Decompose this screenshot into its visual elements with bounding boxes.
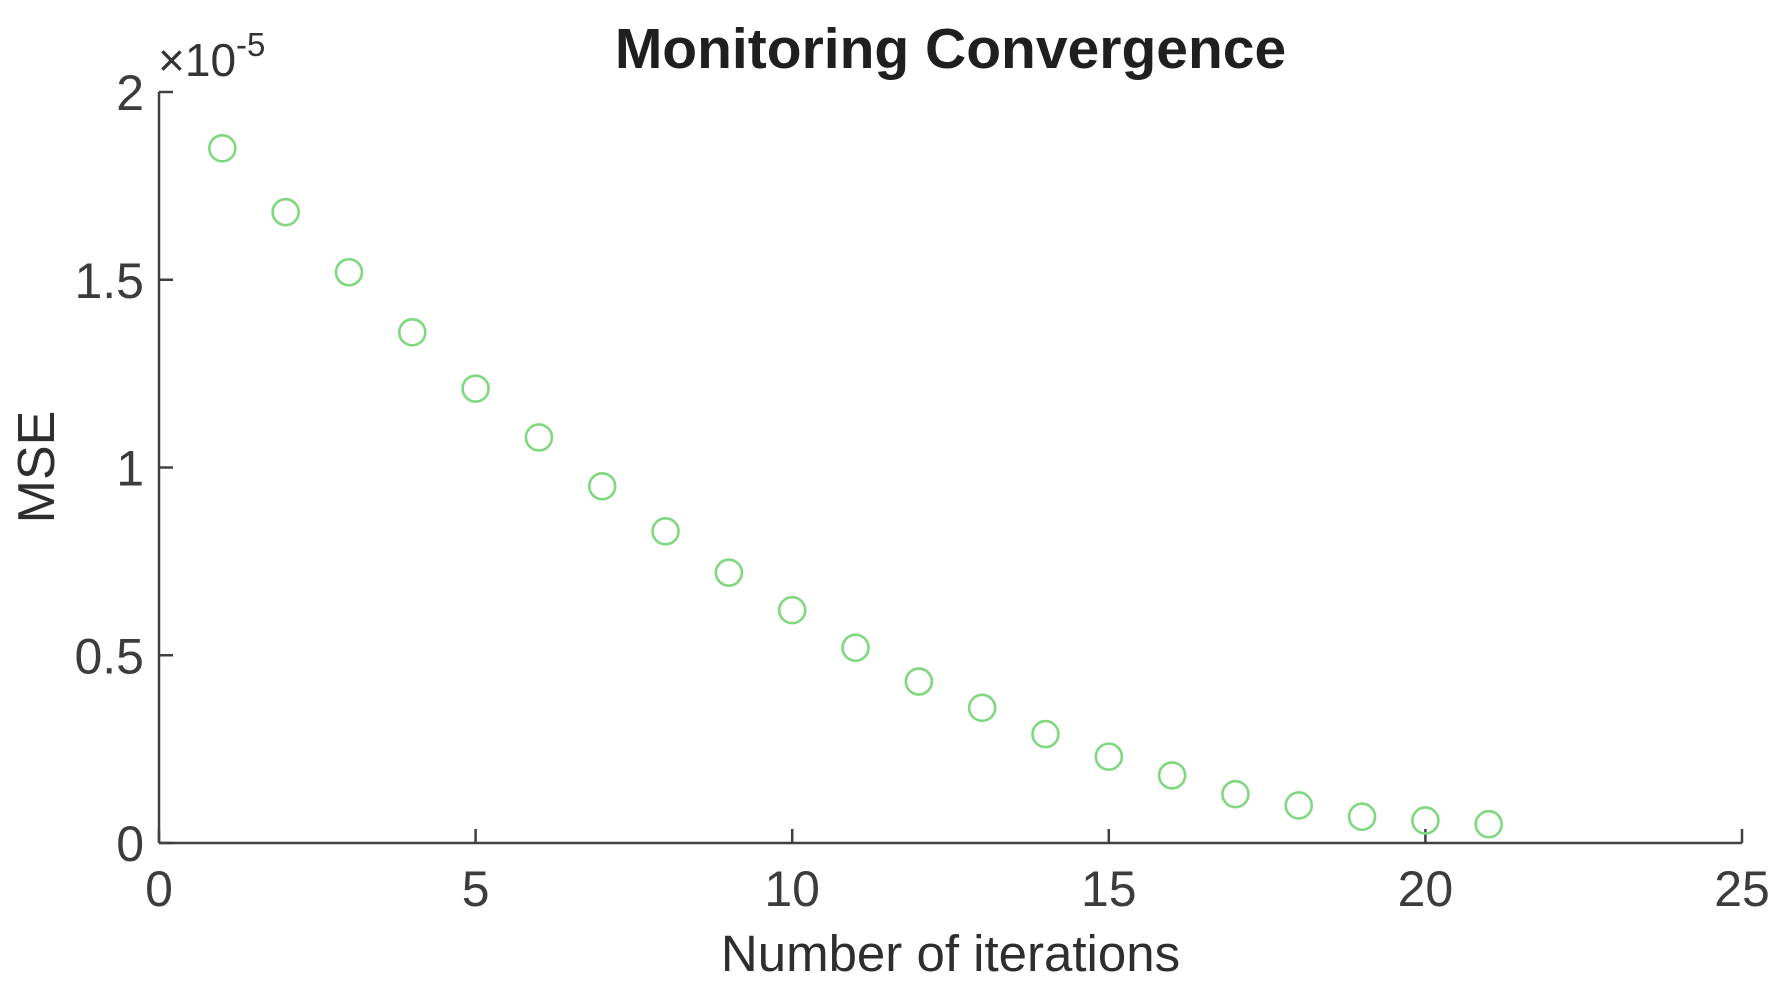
y-axis-multiplier: ×10-5 [158, 26, 265, 87]
data-point [777, 595, 807, 625]
x-tick-label: 20 [1398, 861, 1454, 917]
x-axis-label: Number of iterations [720, 925, 1181, 982]
data-point [1157, 761, 1187, 790]
data-point [651, 517, 680, 546]
data-point [1031, 719, 1060, 749]
y-axis-multiplier-exponent: -5 [236, 26, 266, 63]
x-tick-label: 5 [462, 861, 490, 917]
y-tick-label: 1 [116, 441, 144, 497]
data-point [334, 257, 364, 287]
data-point [714, 558, 744, 587]
data-point [967, 693, 997, 723]
data-point [1094, 742, 1124, 771]
data-point [397, 318, 427, 347]
data-point [1284, 791, 1314, 820]
chart-title: Monitoring Convergence [614, 17, 1287, 81]
data-point [1347, 802, 1377, 832]
x-tick-label: 15 [1081, 861, 1137, 917]
data-point [904, 667, 934, 696]
y-tick-label: 0.5 [74, 628, 144, 684]
data-point [208, 134, 237, 163]
y-axis-label: MSE [8, 410, 66, 524]
data-point [1474, 809, 1504, 839]
y-tick-label: 0 [116, 816, 144, 872]
x-tick-label: 10 [764, 861, 820, 917]
x-tick-label: 0 [145, 861, 173, 917]
x-tick-label: 25 [1714, 861, 1770, 917]
data-point [461, 374, 490, 403]
data-point [841, 633, 870, 663]
y-axis-multiplier-base: ×10 [158, 34, 237, 86]
y-tick-label: 2 [116, 65, 144, 121]
data-point [587, 471, 617, 501]
data-point [1221, 779, 1250, 809]
data-point [1411, 806, 1440, 835]
y-tick-label: 1.5 [74, 253, 144, 309]
data-point [524, 423, 554, 452]
data-point [271, 197, 300, 227]
